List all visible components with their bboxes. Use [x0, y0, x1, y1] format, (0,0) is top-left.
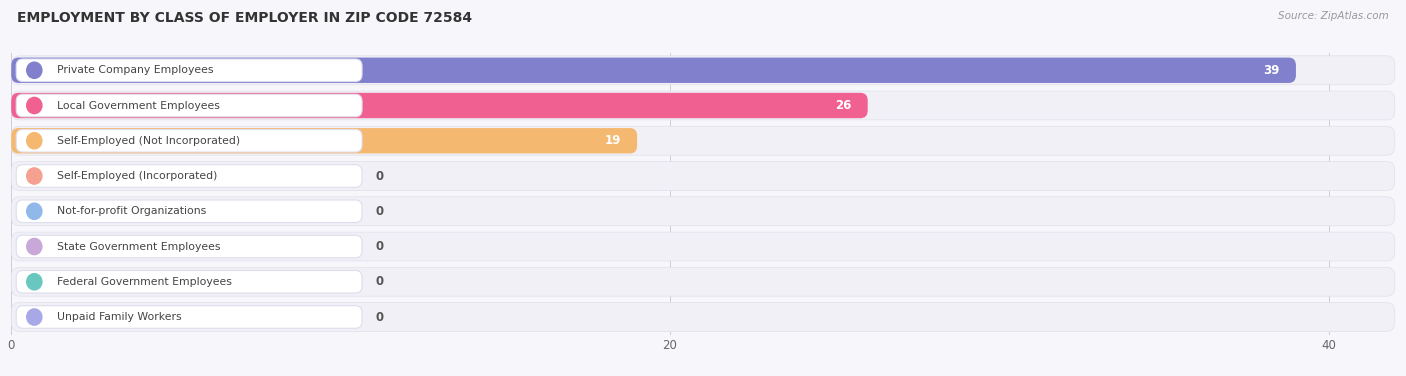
Text: State Government Employees: State Government Employees [58, 241, 221, 252]
Circle shape [27, 97, 42, 114]
Circle shape [27, 309, 42, 325]
FancyBboxPatch shape [11, 93, 868, 118]
Text: Unpaid Family Workers: Unpaid Family Workers [58, 312, 181, 322]
FancyBboxPatch shape [11, 267, 1395, 296]
Text: Private Company Employees: Private Company Employees [58, 65, 214, 75]
Text: Self-Employed (Incorporated): Self-Employed (Incorporated) [58, 171, 218, 181]
FancyBboxPatch shape [11, 197, 1395, 226]
Text: Not-for-profit Organizations: Not-for-profit Organizations [58, 206, 207, 216]
FancyBboxPatch shape [11, 232, 1395, 261]
Text: 0: 0 [375, 311, 384, 323]
Circle shape [27, 274, 42, 290]
Circle shape [27, 168, 42, 184]
FancyBboxPatch shape [17, 200, 363, 223]
FancyBboxPatch shape [11, 91, 1395, 120]
FancyBboxPatch shape [11, 56, 1395, 85]
FancyBboxPatch shape [17, 235, 363, 258]
FancyBboxPatch shape [17, 59, 363, 82]
FancyBboxPatch shape [17, 165, 363, 187]
FancyBboxPatch shape [11, 58, 1296, 83]
FancyBboxPatch shape [17, 94, 363, 117]
Text: 0: 0 [375, 240, 384, 253]
FancyBboxPatch shape [17, 129, 363, 152]
FancyBboxPatch shape [11, 303, 1395, 332]
FancyBboxPatch shape [17, 306, 363, 328]
Text: Federal Government Employees: Federal Government Employees [58, 277, 232, 287]
Circle shape [27, 203, 42, 219]
Circle shape [27, 133, 42, 149]
Circle shape [27, 62, 42, 78]
FancyBboxPatch shape [11, 162, 1395, 191]
Text: EMPLOYMENT BY CLASS OF EMPLOYER IN ZIP CODE 72584: EMPLOYMENT BY CLASS OF EMPLOYER IN ZIP C… [17, 11, 472, 25]
Circle shape [27, 238, 42, 255]
Text: 0: 0 [375, 205, 384, 218]
Text: 0: 0 [375, 275, 384, 288]
Text: Source: ZipAtlas.com: Source: ZipAtlas.com [1278, 11, 1389, 21]
Text: 0: 0 [375, 170, 384, 182]
Text: Local Government Employees: Local Government Employees [58, 100, 221, 111]
Text: 19: 19 [605, 134, 620, 147]
Text: Self-Employed (Not Incorporated): Self-Employed (Not Incorporated) [58, 136, 240, 146]
FancyBboxPatch shape [11, 126, 1395, 155]
Text: 39: 39 [1263, 64, 1279, 77]
Text: 26: 26 [835, 99, 851, 112]
FancyBboxPatch shape [11, 128, 637, 153]
FancyBboxPatch shape [17, 270, 363, 293]
